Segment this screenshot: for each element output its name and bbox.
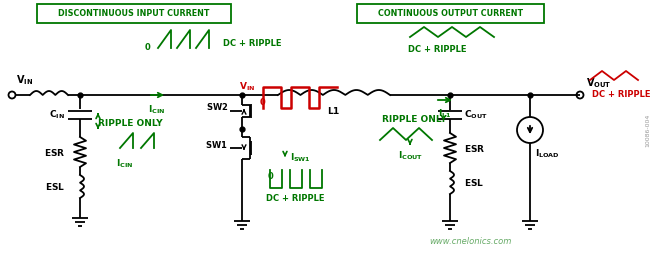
- Text: 10086-004: 10086-004: [645, 113, 651, 147]
- Text: DC + RIPPLE: DC + RIPPLE: [592, 90, 651, 99]
- Text: $\mathbf{I_{COUT}}$: $\mathbf{I_{COUT}}$: [397, 150, 422, 163]
- Text: $\mathbf{SW1}$: $\mathbf{SW1}$: [205, 140, 228, 150]
- Text: $\mathbf{ESR}$: $\mathbf{ESR}$: [43, 147, 65, 157]
- Text: RIPPLE ONLY: RIPPLE ONLY: [382, 116, 447, 124]
- Text: $\mathbf{V_{OUT}}$: $\mathbf{V_{OUT}}$: [586, 76, 612, 90]
- Text: $\mathbf{L1}$: $\mathbf{L1}$: [327, 105, 341, 116]
- Text: CONTINUOUS OUTPUT CURRENT: CONTINUOUS OUTPUT CURRENT: [378, 9, 523, 18]
- Text: DISCONTINUOUS INPUT CURRENT: DISCONTINUOUS INPUT CURRENT: [59, 9, 210, 18]
- Text: $\mathbf{I_{L1}}$: $\mathbf{I_{L1}}$: [438, 107, 451, 120]
- Text: $\mathbf{I_{LOAD}}$: $\mathbf{I_{LOAD}}$: [535, 147, 560, 160]
- Text: $\mathbf{SW2}$: $\mathbf{SW2}$: [205, 102, 228, 113]
- Text: $\mathbf{V_{IN}}$: $\mathbf{V_{IN}}$: [16, 73, 33, 87]
- Text: $\mathbf{ESR}$: $\mathbf{ESR}$: [464, 143, 486, 154]
- Text: $\mathbf{I_{CIN}}$: $\mathbf{I_{CIN}}$: [149, 103, 166, 116]
- Text: RIPPLE ONLY: RIPPLE ONLY: [98, 119, 163, 127]
- FancyBboxPatch shape: [37, 4, 231, 23]
- Text: $\mathbf{ESL}$: $\mathbf{ESL}$: [464, 177, 484, 188]
- Text: $\mathbf{V_{IN}}$: $\mathbf{V_{IN}}$: [239, 81, 255, 93]
- Text: $\mathbf{I_{CIN}}$: $\mathbf{I_{CIN}}$: [116, 158, 134, 170]
- Text: 0: 0: [260, 98, 266, 107]
- Text: DC + RIPPLE: DC + RIPPLE: [266, 194, 324, 203]
- Text: $\mathbf{C_{IN}}$: $\mathbf{C_{IN}}$: [49, 109, 65, 121]
- Text: DC + RIPPLE: DC + RIPPLE: [223, 39, 282, 49]
- Text: DC + RIPPLE: DC + RIPPLE: [408, 45, 467, 54]
- Text: 0: 0: [268, 172, 274, 181]
- Text: $\mathbf{ESL}$: $\mathbf{ESL}$: [45, 181, 65, 192]
- Text: www.cnelonics.com: www.cnelonics.com: [429, 238, 511, 247]
- Text: 0: 0: [144, 43, 150, 52]
- FancyBboxPatch shape: [357, 4, 544, 23]
- Text: $\mathbf{I_{SW1}}$: $\mathbf{I_{SW1}}$: [290, 152, 311, 164]
- Text: $\mathbf{C_{OUT}}$: $\mathbf{C_{OUT}}$: [464, 109, 488, 121]
